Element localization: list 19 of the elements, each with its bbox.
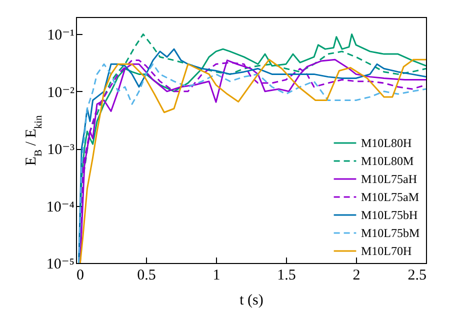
x-tick-label: 1	[212, 268, 220, 284]
legend-label: M10L75aH	[361, 172, 418, 186]
x-tick-label: 0.5	[137, 268, 156, 284]
y-tick-label: 10⁻⁵	[46, 256, 74, 272]
legend-label: M10L75bM	[361, 226, 420, 240]
x-tick-label: 2.5	[408, 268, 426, 284]
y-tick-label: 10⁻⁴	[46, 199, 74, 216]
y-tick-label: 10⁻²	[47, 84, 75, 101]
legend-label: M10L75aM	[361, 190, 420, 204]
legend-label: M10L80H	[361, 136, 412, 150]
x-axis-title: t (s)	[240, 292, 264, 308]
x-tick-label: 0	[76, 268, 84, 284]
legend-label: M10L70H	[361, 244, 412, 258]
legend-label: M10L80M	[361, 154, 414, 168]
x-tick-label: 1.5	[277, 268, 296, 284]
x-tick-label: 2	[352, 268, 360, 284]
y-tick-label: 10⁻¹	[47, 28, 74, 44]
y-tick-label: 10⁻³	[47, 142, 75, 158]
legend-label: M10L75bH	[361, 208, 418, 222]
